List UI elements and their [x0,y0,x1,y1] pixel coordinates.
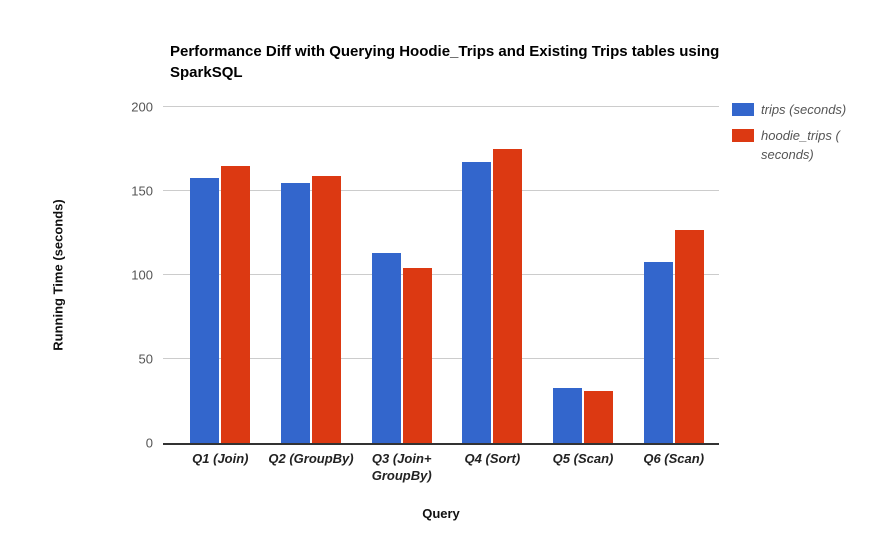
bar-group-2 [266,107,357,443]
x-axis-title: Query [422,506,460,521]
bar-hoodie-trips-q6 [674,229,704,443]
bar-group-3 [356,107,447,443]
bar-series-area [163,107,719,443]
x-category-label-q6: Q6 (Scan) [643,451,705,466]
legend-item-hoodie-trips: hoodie_trips ( seconds) [732,126,864,164]
legend: trips (seconds) hoodie_trips ( seconds) [732,100,864,171]
legend-swatch-icon [732,129,754,142]
bar-group-5 [538,107,629,443]
bar-hoodie-trips-q4 [493,149,523,443]
bar-group-6 [628,107,719,443]
x-axis-category-labels: Q1 (Join) Q2 (GroupBy) Q3 (Join+ GroupBy) Q… [163,450,719,484]
legend-label: trips (seconds) [761,102,847,117]
x-category-label-q5: Q5 (Scan) [552,451,614,466]
x-category-label-q1: Q1 (Join) [192,451,249,466]
bar-hoodie-trips-q1 [221,165,251,443]
gridline-50 [163,358,719,359]
bar-trips-q1 [190,177,220,443]
bar-trips-q6 [643,261,673,443]
bar-trips-q5 [553,387,583,443]
gridline-200 [163,106,719,107]
bar-trips-q2 [281,182,310,443]
chart-title: Performance Diff with Querying Hoodie_Tr… [170,43,720,81]
x-category-label-q2: Q2 (GroupBy) [268,451,354,466]
bar-hoodie-trips-q5 [584,390,614,443]
bar-group-1 [175,107,266,443]
x-category-label-q4: Q4 (Sort) [464,451,521,466]
legend-swatch-icon [732,103,754,116]
x-category-label-q3: Q3 (Join+ GroupBy) [371,451,432,483]
legend-label: hoodie_trips ( seconds) [761,128,840,162]
plot-area [163,106,719,445]
bar-hoodie-trips-q3 [402,268,432,443]
y-tick-label-0: 0 [145,435,153,451]
bar-trips-q4 [462,162,492,443]
y-tick-label-50: 50 [138,351,153,367]
y-tick-label-150: 150 [131,183,153,199]
y-tick-label-100: 100 [131,267,153,283]
y-axis-tick-labels: 0 50 100 150 200 [0,100,153,451]
bar-trips-q3 [371,253,401,443]
bar-hoodie-trips-q2 [312,175,341,443]
bar-group-4 [447,107,538,443]
gridline-100 [163,274,719,275]
gridline-150 [163,190,719,191]
legend-item-trips: trips (seconds) [732,100,864,119]
y-tick-label-200: 200 [131,99,153,115]
